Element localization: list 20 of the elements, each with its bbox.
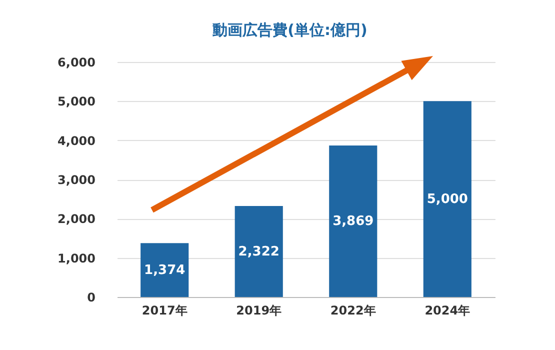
x-tick-label: 2017年 (142, 304, 188, 318)
y-tick-label: 0 (87, 290, 96, 304)
data-label: 5,000 (426, 192, 468, 208)
bar (234, 206, 283, 297)
x-tick-label: 2024年 (424, 304, 470, 318)
data-label: 2,322 (238, 244, 280, 260)
bar (140, 243, 189, 297)
y-tick-label: 4,000 (58, 134, 96, 148)
y-tick-label: 2,000 (58, 212, 96, 226)
y-tick-label: 6,000 (58, 56, 96, 70)
y-tick-label: 1,000 (58, 251, 96, 266)
chart-title: 動画広告費(単位:億円) (212, 21, 368, 39)
data-label: 1,374 (144, 263, 186, 278)
bar (423, 101, 472, 297)
bar (329, 145, 378, 297)
data-label: 3,869 (332, 214, 374, 230)
y-tick-label: 5,000 (58, 94, 96, 109)
y-tick-label: 3,000 (58, 173, 96, 187)
x-tick-label: 2019年 (236, 304, 282, 318)
x-tick-label: 2022年 (330, 304, 376, 318)
